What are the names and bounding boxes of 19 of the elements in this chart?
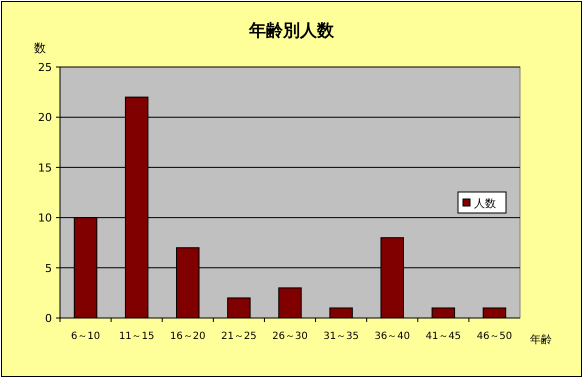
y-tick-label: 5 xyxy=(45,262,52,275)
x-tick-label: 11～15 xyxy=(118,331,154,342)
legend-label: 人数 xyxy=(474,197,496,210)
x-tick-label: 46～50 xyxy=(476,331,512,342)
y-axis-title: 数 xyxy=(34,41,46,55)
x-tick-label: 6～10 xyxy=(71,331,100,342)
x-axis-title: 年齢 xyxy=(530,333,552,346)
y-tick-label: 0 xyxy=(45,312,52,325)
y-tick-label: 15 xyxy=(38,161,52,174)
y-tick-label: 25 xyxy=(38,61,52,74)
x-tick-label: 31～35 xyxy=(323,331,359,342)
x-tick-label: 41～45 xyxy=(426,331,462,342)
chart-title: 年齢別人数 xyxy=(248,21,335,41)
x-tick-label: 36～40 xyxy=(374,331,410,342)
x-tick-label: 21～25 xyxy=(221,331,257,342)
y-tick-label: 20 xyxy=(38,111,52,124)
x-tick-label: 16～20 xyxy=(170,331,206,342)
x-tick-label: 26～30 xyxy=(272,331,308,342)
y-tick-label: 10 xyxy=(38,212,52,225)
